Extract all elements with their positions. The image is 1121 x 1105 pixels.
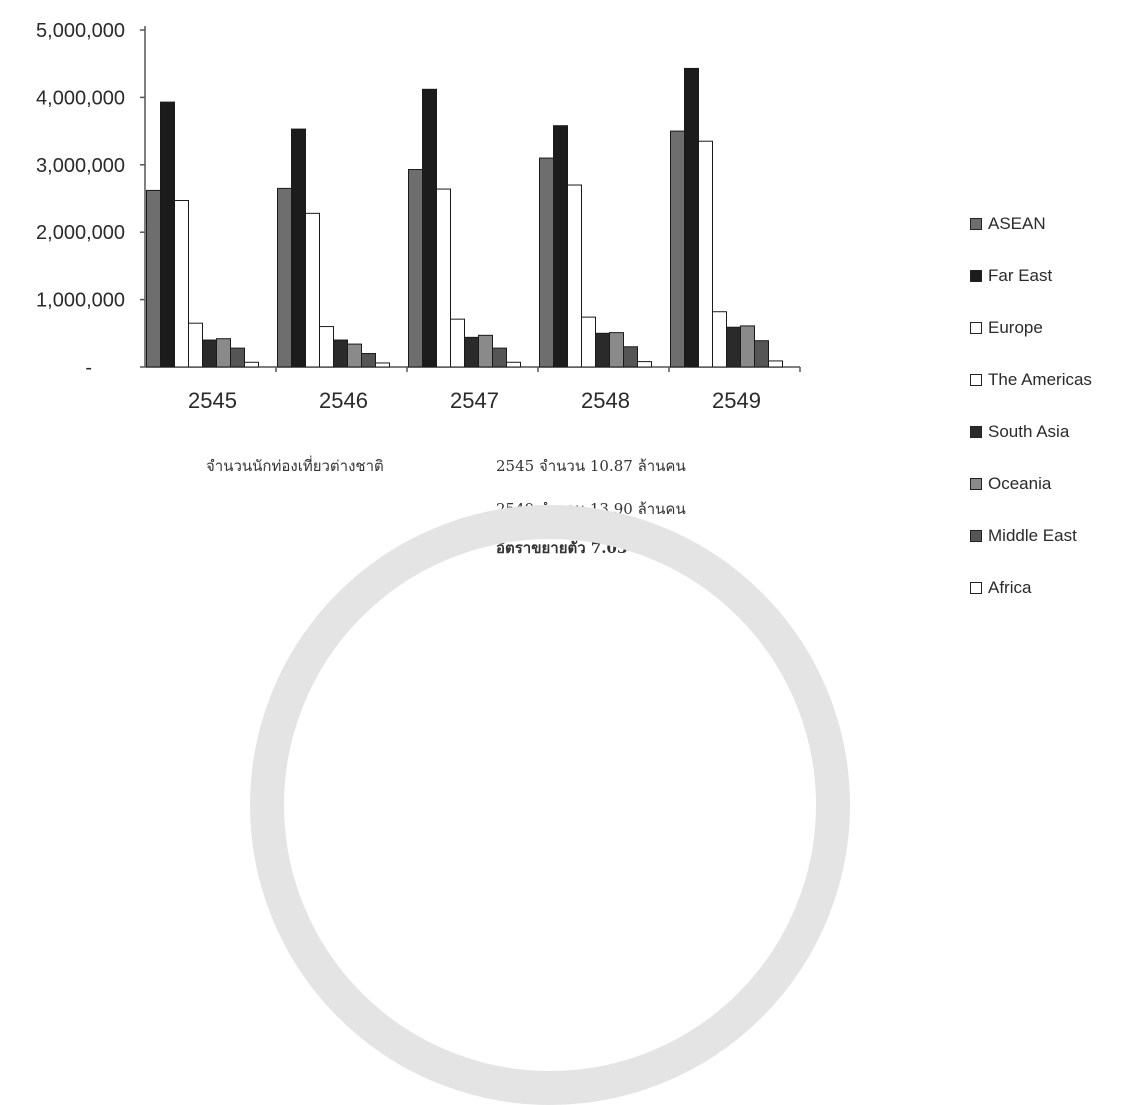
legend-label: Europe [988, 318, 1043, 337]
legend-swatch [970, 426, 982, 438]
bar-africa-2548 [637, 361, 652, 368]
legend-item: The Americas [970, 354, 1121, 406]
legend-item: Oceania [970, 458, 1121, 510]
legend-item: Africa [970, 562, 1121, 614]
bar-south-asia-2546 [333, 339, 348, 368]
bar-middle-east-2545 [230, 347, 245, 368]
bar-africa-2546 [375, 362, 390, 368]
y-tick-label: - [85, 357, 92, 379]
bar-far-east-2546 [291, 128, 306, 368]
legend-swatch [970, 322, 982, 334]
legend-label: Africa [988, 578, 1032, 597]
legend-swatch [970, 478, 982, 490]
bar-europe-2547 [436, 188, 451, 368]
bar-the-americas-2547 [450, 318, 465, 368]
bar-asean-2547 [408, 169, 423, 368]
x-tick-label: 2545 [188, 388, 237, 413]
bar-europe-2545 [174, 200, 189, 368]
legend-label: ASEAN [988, 214, 1046, 233]
x-tick-label: 2546 [319, 388, 368, 413]
x-tick-label: 2549 [712, 388, 761, 413]
y-tick-label: 4,000,000 [36, 87, 125, 109]
x-tick-label: 2547 [450, 388, 499, 413]
legend-label: Far East [988, 266, 1053, 285]
legend-swatch [970, 374, 982, 386]
bar-oceania-2548 [609, 332, 624, 368]
legend-item: Middle East [970, 510, 1121, 562]
bar-asean-2546 [277, 187, 292, 368]
bar-oceania-2547 [478, 334, 493, 368]
y-tick-label: 2,000,000 [36, 222, 125, 244]
bar-europe-2546 [305, 212, 320, 368]
chart-plot-area: - 1,000,000 2,000,000 3,000,000 4,000,000 5,0… [36, 20, 801, 413]
y-tick-label: 1,000,000 [36, 290, 125, 312]
bar-far-east-2547 [422, 88, 437, 368]
legend-item: ASEAN [970, 198, 1121, 250]
bar-middle-east-2549 [754, 340, 769, 368]
bar-oceania-2546 [347, 343, 362, 368]
legend-swatch [970, 218, 982, 230]
bar-africa-2549 [768, 360, 783, 368]
bar-south-asia-2547 [464, 336, 479, 368]
bar-asean-2545 [146, 189, 161, 368]
note-line-1: 2545 จำนวน 10.87 ล้านคน [496, 457, 686, 475]
x-tick-label: 2548 [581, 388, 630, 413]
bar-south-asia-2549 [726, 326, 741, 368]
bar-far-east-2545 [160, 101, 175, 368]
chart-legend: ASEAN Far East Europe The Americas South Asi… [970, 198, 1121, 614]
legend-swatch [970, 530, 982, 542]
bar-the-americas-2546 [319, 326, 334, 368]
bar-middle-east-2548 [623, 346, 638, 368]
bar-asean-2549 [670, 130, 685, 368]
bar-middle-east-2546 [361, 353, 376, 368]
bar-europe-2549 [698, 140, 713, 368]
bar-africa-2545 [244, 361, 259, 368]
y-tick-label: 5,000,000 [36, 20, 125, 42]
bar-oceania-2549 [740, 325, 755, 368]
legend-label: The Americas [988, 370, 1092, 389]
bar-chart: - 1,000,000 2,000,000 3,000,000 4,000,000 5,0… [36, 20, 1092, 1105]
bar-europe-2548 [567, 184, 582, 368]
legend-item: South Asia [970, 406, 1121, 458]
bar-africa-2547 [506, 361, 521, 368]
bar-the-americas-2545 [188, 322, 203, 368]
bar-south-asia-2545 [202, 339, 217, 368]
legend-label: South Asia [988, 422, 1070, 441]
legend-label: Oceania [988, 474, 1052, 493]
bar-the-americas-2548 [581, 316, 596, 368]
bar-middle-east-2547 [492, 347, 507, 368]
note-label: จำนวนนักท่องเที่ยวต่างชาติ [206, 457, 384, 475]
legend-label: Middle East [988, 526, 1077, 545]
bar-far-east-2548 [553, 125, 568, 368]
y-tick-label: 3,000,000 [36, 155, 125, 177]
bar-asean-2548 [539, 157, 554, 368]
legend-swatch [970, 582, 982, 594]
watermark-seal [250, 505, 850, 1105]
bar-oceania-2545 [216, 338, 231, 368]
legend-swatch [970, 270, 982, 282]
bar-far-east-2549 [684, 67, 699, 368]
bar-the-americas-2549 [712, 311, 727, 368]
legend-item: Far East [970, 250, 1121, 302]
bar-south-asia-2548 [595, 332, 610, 368]
legend-item: Europe [970, 302, 1121, 354]
